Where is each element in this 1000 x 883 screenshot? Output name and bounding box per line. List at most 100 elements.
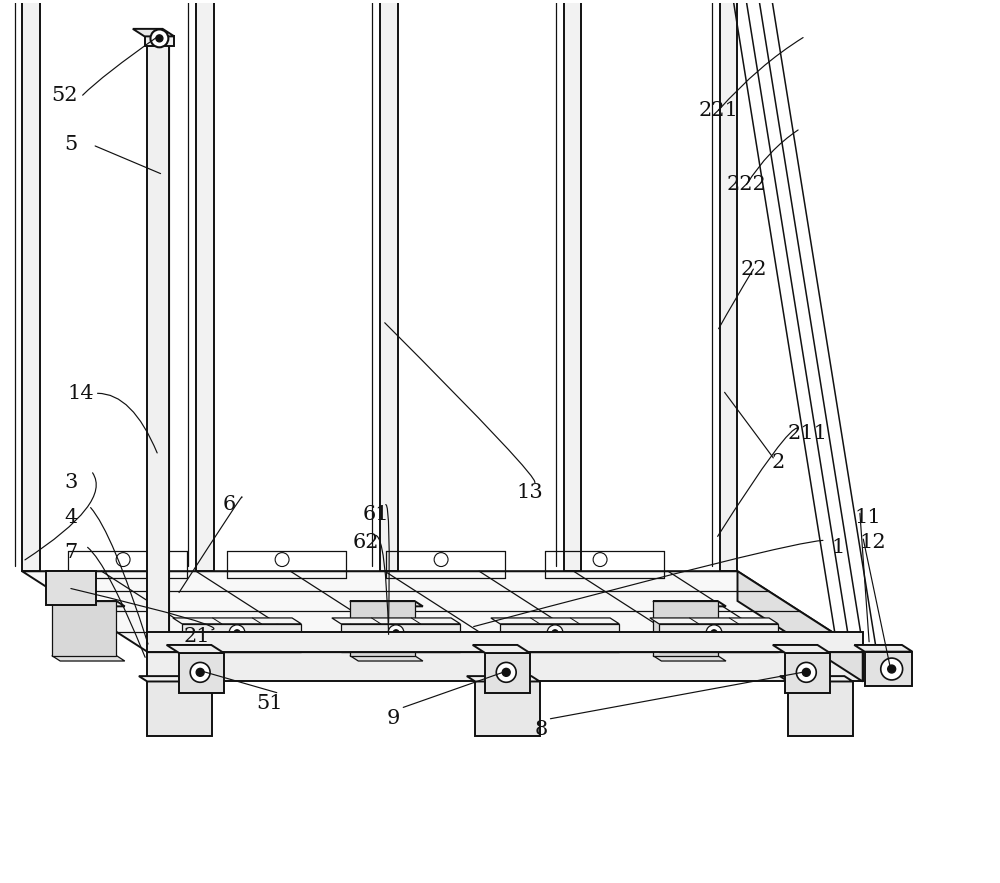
- Polygon shape: [22, 571, 863, 652]
- Polygon shape: [720, 0, 737, 571]
- Polygon shape: [473, 645, 530, 653]
- Polygon shape: [475, 682, 540, 736]
- Text: 14: 14: [67, 384, 94, 403]
- FancyArrowPatch shape: [83, 35, 159, 95]
- FancyArrowPatch shape: [474, 540, 823, 627]
- FancyArrowPatch shape: [385, 323, 535, 483]
- Circle shape: [190, 662, 210, 683]
- Circle shape: [116, 553, 130, 567]
- FancyArrowPatch shape: [376, 535, 389, 634]
- FancyArrowPatch shape: [91, 508, 148, 644]
- Text: 8: 8: [535, 720, 548, 739]
- Polygon shape: [52, 601, 116, 656]
- Polygon shape: [147, 682, 212, 736]
- Polygon shape: [52, 601, 125, 607]
- Circle shape: [229, 625, 245, 641]
- Text: 7: 7: [64, 543, 77, 562]
- Text: 5: 5: [64, 135, 77, 155]
- Circle shape: [888, 665, 896, 673]
- Circle shape: [434, 553, 448, 567]
- Polygon shape: [145, 36, 174, 46]
- Polygon shape: [653, 656, 726, 661]
- Text: 4: 4: [64, 508, 77, 527]
- Polygon shape: [133, 29, 174, 36]
- Polygon shape: [467, 676, 540, 682]
- Polygon shape: [52, 656, 125, 661]
- Text: 61: 61: [362, 505, 389, 524]
- Polygon shape: [650, 618, 778, 624]
- Polygon shape: [179, 653, 224, 693]
- Polygon shape: [485, 653, 530, 693]
- Polygon shape: [332, 618, 460, 624]
- Polygon shape: [653, 601, 718, 656]
- Text: 21: 21: [184, 627, 210, 646]
- Text: 6: 6: [223, 495, 236, 514]
- Circle shape: [496, 662, 516, 683]
- Text: 52: 52: [52, 86, 78, 105]
- Polygon shape: [350, 601, 415, 656]
- Circle shape: [388, 625, 404, 641]
- Circle shape: [150, 29, 168, 48]
- Circle shape: [502, 668, 510, 676]
- Text: 9: 9: [387, 709, 400, 728]
- Polygon shape: [147, 632, 863, 652]
- Polygon shape: [147, 43, 169, 652]
- Circle shape: [234, 630, 240, 636]
- FancyArrowPatch shape: [719, 269, 753, 328]
- Text: 211: 211: [788, 424, 828, 442]
- FancyArrowPatch shape: [71, 589, 214, 630]
- Polygon shape: [341, 624, 460, 652]
- Polygon shape: [139, 676, 212, 682]
- Text: 13: 13: [516, 483, 543, 502]
- Text: 221: 221: [699, 101, 739, 119]
- Text: 62: 62: [353, 532, 379, 552]
- Polygon shape: [659, 624, 778, 652]
- Text: 51: 51: [256, 694, 283, 713]
- Polygon shape: [865, 652, 912, 686]
- FancyArrowPatch shape: [88, 547, 145, 657]
- Polygon shape: [350, 656, 423, 661]
- Polygon shape: [167, 645, 224, 653]
- Polygon shape: [500, 624, 619, 652]
- Circle shape: [156, 35, 163, 42]
- Polygon shape: [196, 0, 214, 571]
- Polygon shape: [380, 0, 398, 571]
- FancyArrowPatch shape: [718, 428, 798, 536]
- Polygon shape: [780, 676, 853, 682]
- Polygon shape: [22, 0, 40, 571]
- Circle shape: [706, 625, 722, 641]
- FancyArrowPatch shape: [746, 130, 798, 185]
- Polygon shape: [46, 570, 96, 606]
- FancyArrowPatch shape: [719, 38, 803, 110]
- Circle shape: [796, 662, 816, 683]
- Text: 12: 12: [859, 532, 886, 552]
- Circle shape: [275, 553, 289, 567]
- Polygon shape: [173, 618, 301, 624]
- Text: 222: 222: [727, 175, 766, 194]
- Polygon shape: [737, 571, 863, 682]
- Circle shape: [552, 630, 558, 636]
- Circle shape: [593, 553, 607, 567]
- Circle shape: [711, 630, 717, 636]
- Text: 22: 22: [740, 260, 767, 279]
- FancyArrowPatch shape: [179, 497, 242, 592]
- Polygon shape: [785, 653, 830, 693]
- FancyArrowPatch shape: [725, 392, 773, 458]
- Polygon shape: [854, 645, 912, 652]
- Polygon shape: [350, 601, 423, 607]
- Polygon shape: [564, 0, 581, 571]
- Text: 2: 2: [772, 453, 785, 472]
- Text: 3: 3: [64, 473, 77, 492]
- Polygon shape: [788, 682, 853, 736]
- Polygon shape: [182, 624, 301, 652]
- Polygon shape: [160, 38, 169, 652]
- Polygon shape: [773, 645, 830, 653]
- Circle shape: [881, 658, 903, 680]
- Circle shape: [393, 630, 399, 636]
- Polygon shape: [653, 601, 726, 607]
- FancyArrowPatch shape: [25, 472, 96, 560]
- Circle shape: [196, 668, 204, 676]
- FancyArrowPatch shape: [98, 393, 157, 453]
- FancyArrowPatch shape: [386, 504, 389, 623]
- Polygon shape: [491, 618, 619, 624]
